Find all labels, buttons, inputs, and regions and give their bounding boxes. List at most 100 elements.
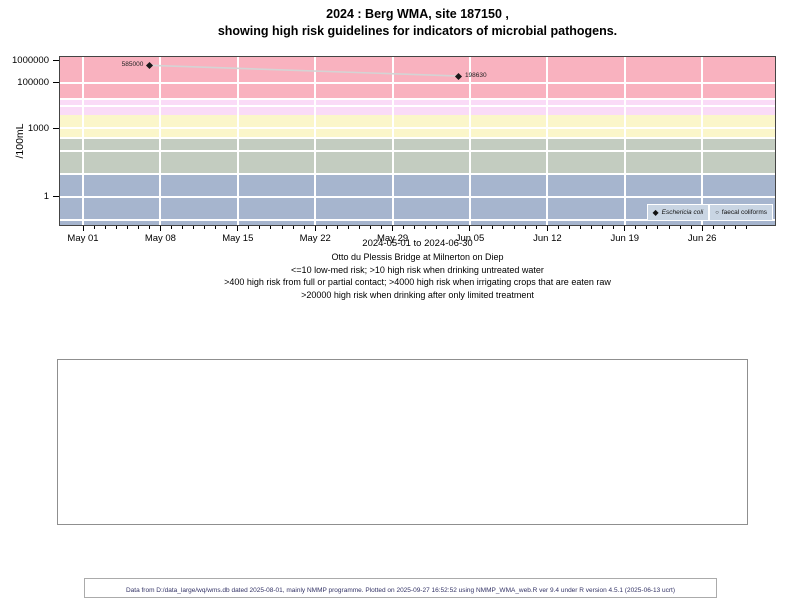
x-tick bbox=[104, 226, 106, 229]
caption-site-name: Otto du Plessis Bridge at Milnerton on D… bbox=[331, 252, 504, 262]
x-tick bbox=[602, 226, 604, 229]
x-tick bbox=[458, 226, 460, 229]
x-tick-label: May 15 bbox=[222, 233, 254, 244]
y-tick-label: 1 bbox=[43, 191, 49, 203]
y-tick bbox=[53, 196, 60, 198]
empty-note-box bbox=[57, 359, 748, 525]
x-tick-label: Jun 19 bbox=[610, 233, 640, 244]
x-tick bbox=[513, 226, 515, 229]
x-tick bbox=[569, 226, 570, 229]
x-tick bbox=[502, 226, 504, 229]
x-tick bbox=[93, 226, 95, 229]
x-tick bbox=[292, 226, 294, 229]
x-tick-label: Jun 05 bbox=[455, 233, 485, 244]
y-tick bbox=[53, 59, 60, 61]
x-tick bbox=[325, 226, 327, 229]
x-tick bbox=[270, 226, 272, 229]
x-tick bbox=[126, 226, 128, 229]
x-tick bbox=[82, 226, 84, 231]
x-tick bbox=[303, 226, 305, 229]
x-tick bbox=[535, 226, 537, 229]
caption-guideline-3: >20000 high risk when drinking after onl… bbox=[301, 289, 534, 300]
x-tick bbox=[646, 226, 648, 229]
series-line bbox=[149, 64, 459, 77]
x-tick bbox=[690, 226, 692, 229]
legend-item-eschericia-coli: ◆ Eschericia coli bbox=[646, 204, 710, 221]
y-tick bbox=[53, 127, 60, 129]
x-tick-label: Jun 26 bbox=[687, 233, 717, 244]
x-tick bbox=[314, 226, 316, 231]
x-tick bbox=[237, 226, 239, 231]
x-tick bbox=[226, 226, 228, 229]
x-tick bbox=[369, 226, 371, 229]
x-tick bbox=[425, 226, 427, 229]
x-tick bbox=[392, 226, 394, 231]
h-gridline bbox=[60, 127, 775, 130]
chart-title-line1: 2024 : Berg WMA, site 187150 , bbox=[326, 7, 509, 21]
x-tick bbox=[204, 226, 206, 229]
x-tick-label: May 01 bbox=[67, 233, 99, 244]
v-gridline bbox=[236, 57, 239, 225]
x-tick bbox=[193, 226, 195, 229]
caption-guideline-2: >400 high risk from full or partial cont… bbox=[224, 277, 611, 287]
data-point-label: 198630 bbox=[464, 71, 487, 79]
v-gridline bbox=[623, 57, 626, 225]
caption-block: Otto du Plessis Bridge at Milnerton on D… bbox=[60, 251, 775, 301]
h-gridline bbox=[60, 81, 775, 84]
x-tick bbox=[447, 226, 449, 229]
v-gridline bbox=[159, 57, 162, 225]
x-tick bbox=[248, 226, 250, 229]
x-tick bbox=[712, 226, 714, 229]
chart-title-line2: showing high risk guidelines for indicat… bbox=[217, 24, 618, 38]
x-tick bbox=[436, 226, 438, 229]
h-gridline bbox=[60, 218, 775, 221]
x-tick bbox=[635, 226, 637, 229]
h-gridline bbox=[60, 136, 775, 139]
x-tick bbox=[115, 226, 117, 229]
x-tick bbox=[403, 226, 405, 229]
v-gridline bbox=[391, 57, 394, 225]
x-tick bbox=[580, 226, 582, 229]
x-tick bbox=[281, 226, 283, 229]
x-tick bbox=[624, 226, 626, 231]
x-tick-label: May 29 bbox=[377, 233, 409, 244]
x-tick bbox=[657, 226, 659, 229]
x-tick bbox=[723, 226, 725, 229]
legend-label-eschericia-coli: Eschericia coli bbox=[661, 209, 704, 216]
x-axis: May 01 May 08 May 15 May 22 May 29 Jun 05 Jun … bbox=[60, 226, 775, 248]
h-gridline bbox=[60, 97, 775, 100]
v-gridline bbox=[468, 57, 471, 225]
x-tick bbox=[668, 226, 670, 229]
legend: ◆ Eschericia coli ○ faecal coliforms bbox=[646, 204, 773, 221]
x-tick bbox=[679, 226, 681, 229]
x-tick-label: May 22 bbox=[299, 233, 331, 244]
x-tick bbox=[182, 226, 183, 229]
x-tick bbox=[381, 226, 383, 229]
h-gridline bbox=[60, 173, 775, 176]
x-tick bbox=[469, 226, 471, 231]
open-circle-icon: ○ bbox=[715, 209, 719, 216]
y-tick-label: 1000 bbox=[27, 122, 49, 134]
y-tick-label: 100000 bbox=[17, 77, 49, 89]
x-tick bbox=[591, 226, 593, 229]
x-tick bbox=[170, 226, 172, 229]
plot-area: ◆ Eschericia coli ○ faecal coliforms 585… bbox=[59, 56, 776, 226]
x-tick bbox=[215, 226, 217, 229]
x-tick bbox=[159, 226, 161, 231]
v-gridline bbox=[314, 57, 317, 225]
h-gridline bbox=[60, 150, 775, 153]
guideline-band bbox=[60, 137, 775, 175]
legend-label-faecal-coliforms: faecal coliforms bbox=[721, 209, 767, 216]
h-gridline bbox=[60, 195, 775, 198]
data-point-label: 585000 bbox=[121, 60, 144, 68]
h-gridline bbox=[60, 104, 775, 107]
x-tick-label: May 08 bbox=[144, 233, 176, 244]
v-gridline bbox=[701, 57, 704, 225]
x-tick bbox=[137, 226, 139, 229]
x-tick bbox=[148, 226, 150, 229]
v-gridline bbox=[82, 57, 84, 225]
x-tick bbox=[259, 226, 261, 229]
y-tick bbox=[53, 82, 60, 84]
legend-item-faecal-coliforms: ○ faecal coliforms bbox=[709, 204, 773, 221]
